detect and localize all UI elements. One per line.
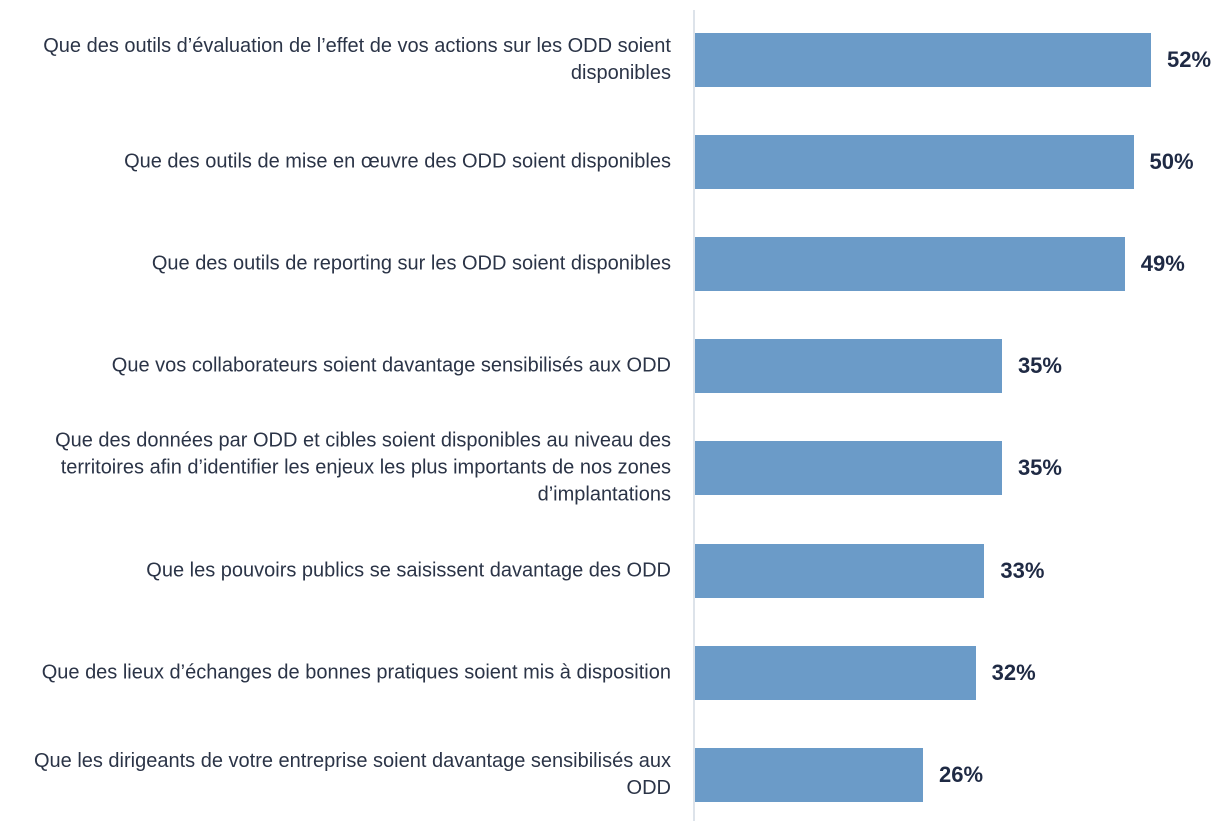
value-label: 26% — [939, 761, 984, 787]
value-label: 33% — [1000, 557, 1045, 583]
bar — [695, 339, 1002, 394]
category-label: Que des outils d’évaluation de l’effet d… — [43, 35, 671, 84]
category-label: Que des outils de mise en œuvre des ODD … — [124, 150, 671, 173]
bar — [695, 135, 1134, 190]
category-label: Que des lieux d’échanges de bonnes prati… — [41, 661, 671, 684]
bar — [695, 747, 924, 802]
category-label: Que vos collaborateurs soient davantage … — [111, 354, 671, 377]
category-label: Que des outils de reporting sur les ODD … — [151, 252, 671, 275]
value-label: 49% — [1140, 251, 1185, 277]
bar — [695, 441, 1002, 496]
value-label: 35% — [1017, 353, 1062, 379]
category-label: Que des données par ODD et cibles soient… — [55, 429, 671, 506]
category-label: Que les dirigeants de votre entreprise s… — [33, 749, 671, 799]
value-label: 52% — [1167, 47, 1212, 72]
category-label: Que les pouvoirs publics se saisissent d… — [146, 559, 671, 581]
bar — [695, 237, 1125, 292]
bar — [695, 645, 976, 700]
value-label: 32% — [991, 659, 1036, 685]
value-label: 50% — [1149, 149, 1194, 175]
bar — [695, 33, 1152, 87]
value-label: 35% — [1017, 455, 1062, 481]
bar — [695, 543, 985, 598]
axis-line — [693, 10, 695, 821]
